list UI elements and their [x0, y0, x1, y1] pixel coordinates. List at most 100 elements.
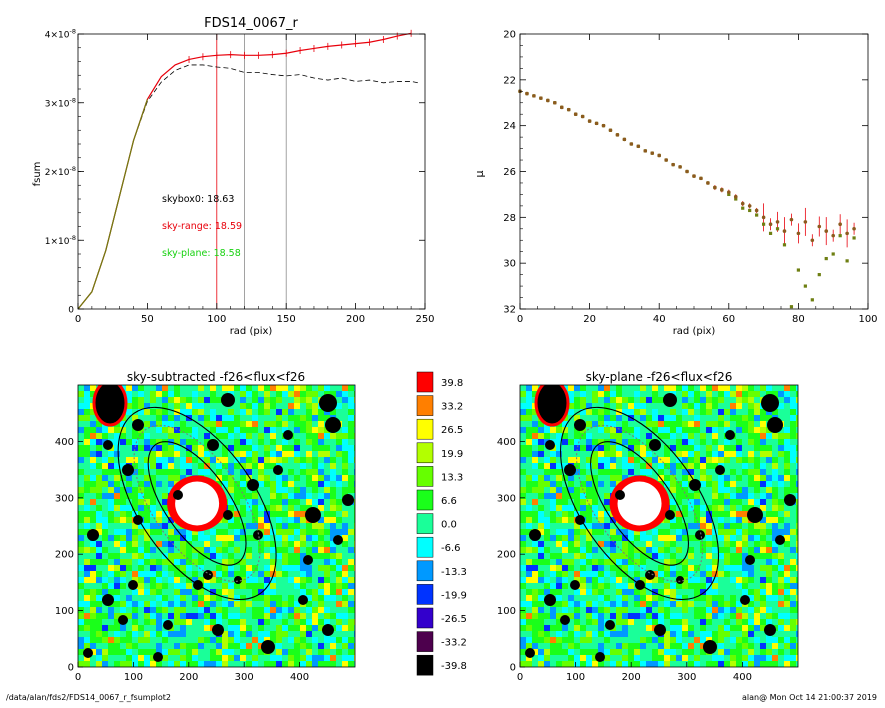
map-left-map-pixel [102, 505, 108, 511]
map-left-map-pixel [318, 655, 324, 661]
map-right-map-pixel [796, 619, 798, 625]
map-right-map-pixel [712, 601, 718, 607]
map-right-map-pixel [718, 391, 724, 397]
map-right-map-pixel [766, 589, 772, 595]
map-right-map-pixel [712, 493, 718, 499]
map-left-map-pixel [204, 643, 210, 649]
map-right-map-pixel [568, 487, 574, 493]
map-left-map-pixel [282, 625, 288, 631]
map-left-map-pixel [252, 385, 258, 391]
map-left-map-pixel [348, 385, 354, 391]
map-left-map-pixel [216, 463, 222, 469]
map-right-map-pixel [724, 481, 730, 487]
map-right-map-pixel [772, 385, 778, 391]
fsum-vlines [216, 34, 287, 309]
map-left-map-pixel [156, 511, 162, 517]
map-left-map-pixel [168, 517, 174, 523]
map-left-map-pixel [342, 517, 348, 523]
map-left-map-pixel [144, 595, 150, 601]
map-left-map-pixel [162, 601, 168, 607]
map-left-map-pixel [114, 583, 120, 589]
map-left-map-pixel [348, 553, 354, 559]
map-left-map-pixel [222, 385, 228, 391]
map-right-map-pixel [628, 385, 634, 391]
map-left-map-pixel [198, 415, 204, 421]
map-left-map-pixel [216, 409, 222, 415]
map-right-map-pixel [682, 559, 688, 565]
map-right-map-pixel [616, 433, 622, 439]
map-left-map-pixel [348, 541, 354, 547]
map-left-map-pixel [126, 433, 132, 439]
map-right-map-pixel [604, 535, 610, 541]
map-right-map-pixel [592, 427, 598, 433]
map-left-map-pixel [300, 541, 306, 547]
map-right-map-pixel [646, 625, 652, 631]
map-left-map-pixel [198, 565, 204, 571]
map-right-map-pixel [664, 595, 670, 601]
map-right-map-pixel [568, 643, 574, 649]
map-right-map-pixel [556, 511, 562, 517]
map-left-map-pixel [132, 619, 138, 625]
map-right-map-pixel [778, 481, 784, 487]
map-right-map-pixel [736, 493, 742, 499]
map-left-map-pixel [252, 559, 258, 565]
map-left-map-pixel [102, 493, 108, 499]
map-right-map-pixel [796, 559, 798, 565]
map-right-map-pixel [796, 385, 798, 391]
map-right-map-pixel [574, 439, 580, 445]
map-left-map-pixel [168, 547, 174, 553]
map-right-map-pixel [640, 637, 646, 643]
map-right-map-pixel [694, 433, 700, 439]
colorbar-swatch-0 [416, 371, 434, 393]
map-left-map-pixel [114, 553, 120, 559]
map-left-isophote-ellipse-1 [133, 424, 261, 582]
map-left-map-pixel [102, 433, 108, 439]
map-left-map-pixel [288, 487, 294, 493]
map-left-map-pixel [258, 649, 264, 655]
map-right-map-pixel [760, 427, 766, 433]
map-right-map-pixel [688, 625, 694, 631]
map-right-masked-source-12 [745, 555, 755, 565]
map-right-map-pixel [754, 445, 760, 451]
map-left-map-pixel [78, 499, 84, 505]
map-right-map-pixel [670, 439, 676, 445]
map-left-map-pixel [78, 601, 84, 607]
map-right-map-pixel [742, 493, 748, 499]
map-right-map-pixel [760, 595, 766, 601]
map-right-map-pixel [724, 541, 730, 547]
map-left-y-tick-label-4: 400 [55, 437, 74, 448]
map-right-masked-source-1 [663, 393, 677, 407]
map-right-map-pixel [664, 427, 670, 433]
map-left-map-pixel [180, 421, 186, 427]
map-left-map-pixel [90, 481, 96, 487]
map-right-map-pixel [544, 529, 550, 535]
map-right-map-pixel [796, 505, 798, 511]
map-left-map-pixel [234, 637, 240, 643]
map-right-map-pixel [736, 535, 742, 541]
map-right-map-pixel [568, 517, 574, 523]
map-right-map-pixel [592, 451, 598, 457]
map-right-map-pixel [538, 457, 544, 463]
map-left-map-pixel [78, 505, 84, 511]
map-left-map-pixel [234, 397, 240, 403]
map-right-map-pixel [724, 445, 730, 451]
map-left-map-pixel [210, 589, 216, 595]
map-left-map-pixel [186, 397, 192, 403]
map-right-x-tick-label-1: 100 [566, 672, 585, 683]
map-right-map-pixel [544, 613, 550, 619]
map-right-map-pixel [634, 565, 640, 571]
map-left-map-pixel [258, 589, 264, 595]
map-right-map-pixel [574, 385, 580, 391]
map-left-map-pixel [318, 535, 324, 541]
map-left-map-pixel [84, 421, 90, 427]
map-right-map-pixel [574, 499, 580, 505]
map-right-map-pixel [580, 565, 586, 571]
map-left-map-pixel [180, 559, 186, 565]
map-right-map-pixel [586, 451, 592, 457]
map-left-map-pixel [84, 565, 90, 571]
map-left-map-pixel [228, 595, 234, 601]
map-left-map-pixel [222, 433, 228, 439]
mu-point-brown-38 [782, 229, 787, 233]
map-left-map-pixel [228, 601, 234, 607]
map-right-map-pixel [550, 493, 556, 499]
